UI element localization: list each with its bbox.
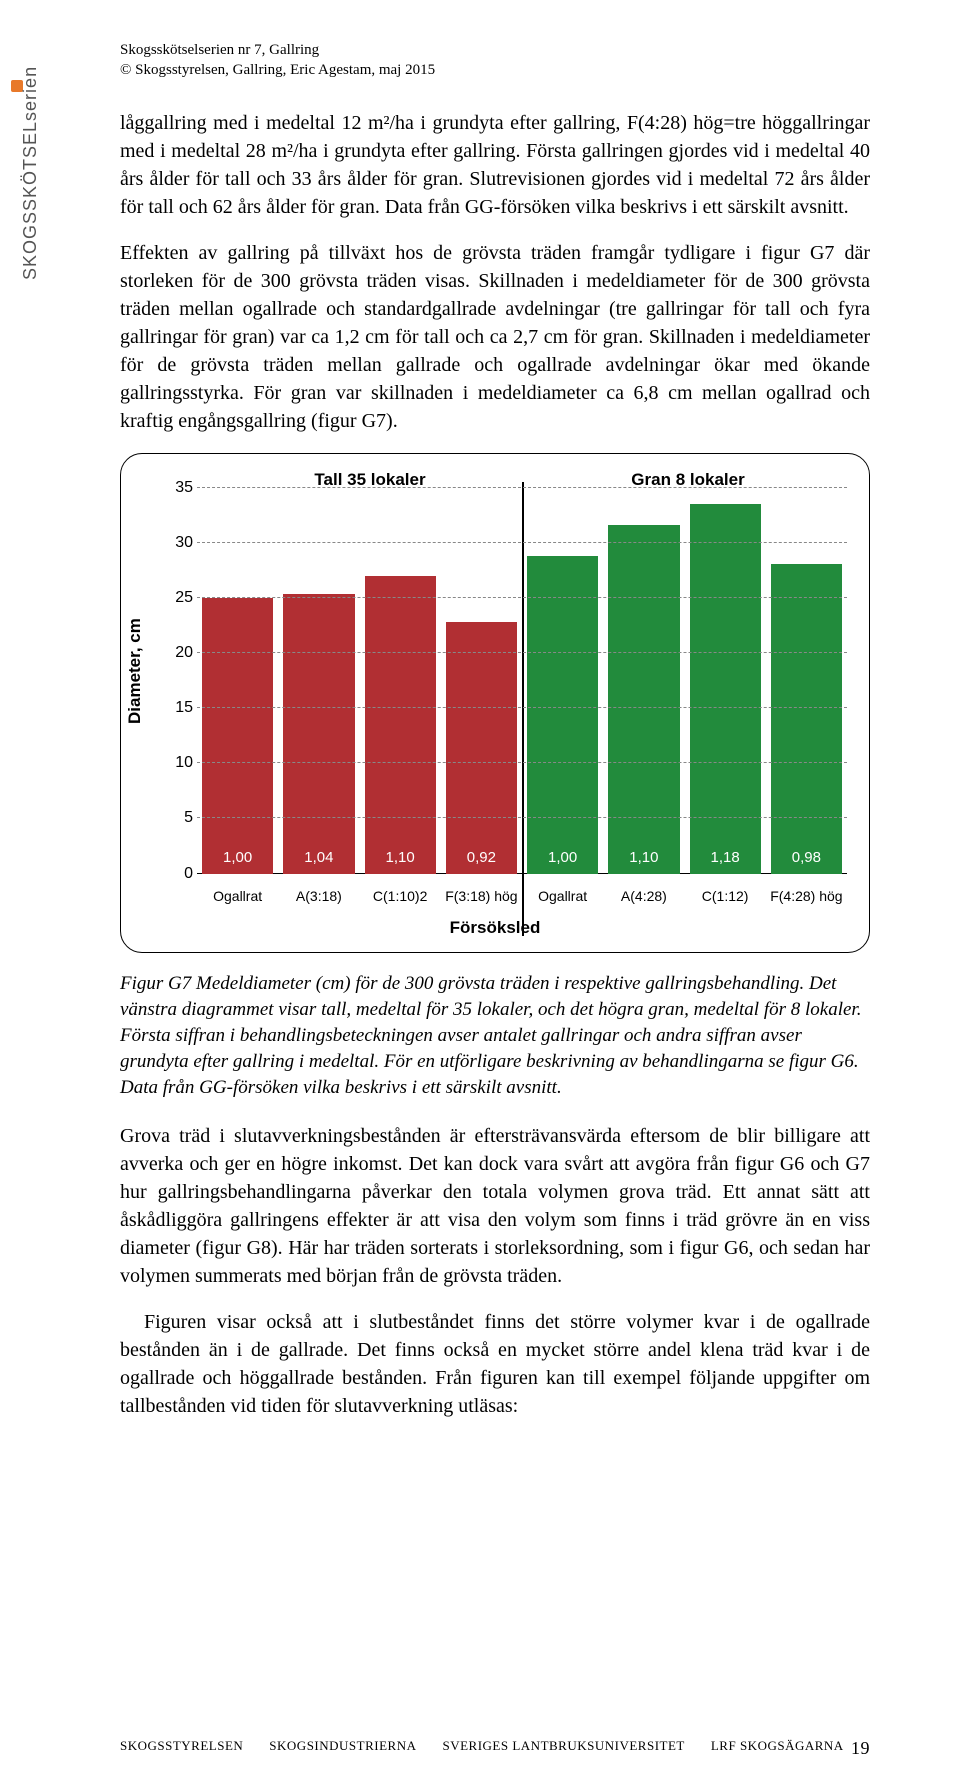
figure-g7-chart: Tall 35 lokaler Gran 8 lokaler Diameter,… [120,453,870,953]
bar-value-label: 1,00 [202,849,273,866]
y-tick-label: 0 [165,865,193,883]
series-side-label: SKOGSSKÖTSELserien [20,66,41,280]
bar: 1,10 [608,525,679,874]
bar-slot: 1,18 [688,488,763,874]
bar-slot: 0,92 [444,488,519,874]
bar: 1,04 [283,594,354,873]
gridline [197,817,847,818]
bar-value-label: 1,18 [690,849,761,866]
bar-slot: 1,10 [363,488,438,874]
x-category-label: Ogallrat [197,888,278,904]
footer-org-1: SKOGSSTYRELSEN [120,1738,243,1759]
bar-value-label: 0,92 [446,849,517,866]
page-footer: SKOGSSTYRELSEN SKOGSINDUSTRIERNA SVERIGE… [120,1738,870,1759]
paragraph-3: Grova träd i slutavverkningsbestånden är… [120,1122,870,1290]
bar-value-label: 1,10 [365,849,436,866]
footer-orgs: SKOGSSTYRELSEN SKOGSINDUSTRIERNA SVERIGE… [120,1738,844,1759]
caption-text: Figur G7 Medeldiameter (cm) för de 300 g… [120,973,861,1099]
bar-slot: 1,00 [525,488,600,874]
page-number: 19 [851,1738,870,1759]
bar-slot: 1,04 [281,488,356,874]
bar-value-label: 0,98 [771,849,842,866]
x-category-label: F(3:18) hög [441,888,522,904]
gridline [197,597,847,598]
y-tick-label: 10 [165,754,193,772]
y-tick-label: 25 [165,589,193,607]
bar-group-tall: 1,00 1,04 1,10 0,92 [197,488,522,874]
bar-group-gran: 1,00 1,10 1,18 0,98 [522,488,847,874]
y-tick-label: 20 [165,644,193,662]
x-category-label: C(1:10)2 [360,888,441,904]
bar-value-label: 1,00 [527,849,598,866]
bar: 1,00 [527,556,598,874]
gridline [197,707,847,708]
bar-value-label: 1,10 [608,849,679,866]
x-category-label: A(3:18) [278,888,359,904]
chart-x-title: Försöksled [121,918,869,938]
chart-x-labels: OgallratA(3:18)C(1:10)2F(3:18) hög Ogall… [197,888,847,904]
footer-org-4: LRF SKOGSÄGARNA [711,1738,844,1759]
bar-slot: 1,00 [200,488,275,874]
x-category-label: F(4:28) hög [766,888,847,904]
gridline [197,652,847,653]
gridline [197,487,847,488]
bar: 0,98 [771,564,842,874]
x-category-label: A(4:28) [603,888,684,904]
bar-slot: 0,98 [769,488,844,874]
gridline [197,762,847,763]
chart-divider [522,482,524,936]
chart-y-label: Diameter, cm [125,618,145,724]
bar: 0,92 [446,622,517,873]
page-content: Skogsskötselserien nr 7, Gallring © Skog… [0,0,960,1478]
y-tick-label: 15 [165,699,193,717]
bar: 1,10 [365,576,436,874]
y-tick-label: 30 [165,534,193,552]
header-line-1: Skogsskötselserien nr 7, Gallring [120,40,870,60]
gridline [197,542,847,543]
bar-value-label: 1,04 [283,849,354,866]
y-tick-label: 35 [165,479,193,497]
y-tick-label: 5 [165,809,193,827]
footer-org-3: SVERIGES LANTBRUKSUNIVERSITET [442,1738,684,1759]
paragraph-1: låggallring med i medeltal 12 m²/ha i gr… [120,109,870,221]
figure-caption: Figur G7 Medeldiameter (cm) för de 300 g… [120,971,870,1102]
paragraph-2: Effekten av gallring på tillväxt hos de … [120,239,870,435]
document-header: Skogsskötselserien nr 7, Gallring © Skog… [120,40,870,81]
footer-org-2: SKOGSINDUSTRIERNA [269,1738,416,1759]
x-category-label: C(1:12) [685,888,766,904]
bar-slot: 1,10 [606,488,681,874]
bar: 1,00 [202,598,273,874]
header-line-2: © Skogsstyrelsen, Gallring, Eric Agestam… [120,60,870,80]
paragraph-4: Figuren visar också att i slutbeståndet … [120,1308,870,1420]
x-category-label: Ogallrat [522,888,603,904]
chart-plot-area: 1,001,041,100,92 1,001,101,180,98 051015… [197,488,847,874]
